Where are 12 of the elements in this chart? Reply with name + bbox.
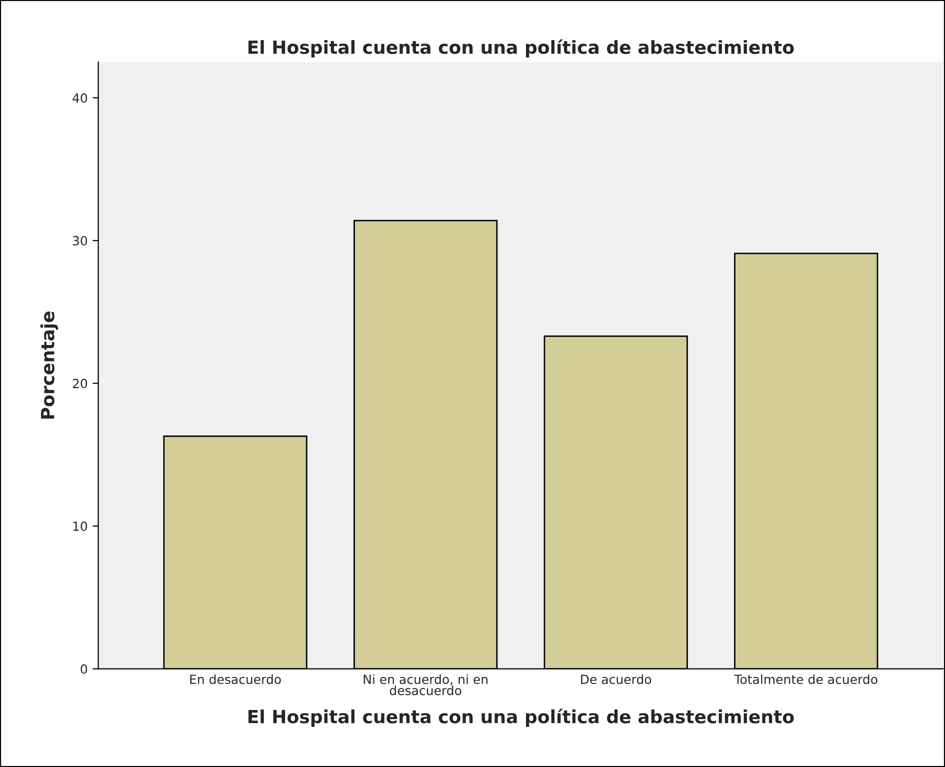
chart-title: El Hospital cuenta con una política de abastecimiento: [248, 39, 794, 58]
y-tick-label: 40: [72, 93, 88, 103]
x-tick-label: Totalmente de acuerdo: [734, 674, 878, 684]
y-axis-title: Porcentaje: [40, 312, 58, 419]
y-tick-label: 20: [72, 378, 88, 388]
y-tick-label: 30: [72, 236, 88, 246]
x-axis-title: El Hospital cuenta con una política de abastecimiento: [248, 708, 794, 727]
x-tick-label: Ni en acuerdo, ni en desacuerdo: [364, 674, 488, 696]
x-tick-label: De acuerdo: [581, 674, 652, 684]
y-tick-label: 10: [73, 522, 88, 531]
x-tick-label: En desacuerdo: [190, 674, 281, 684]
y-tick-label: 0: [80, 664, 88, 674]
